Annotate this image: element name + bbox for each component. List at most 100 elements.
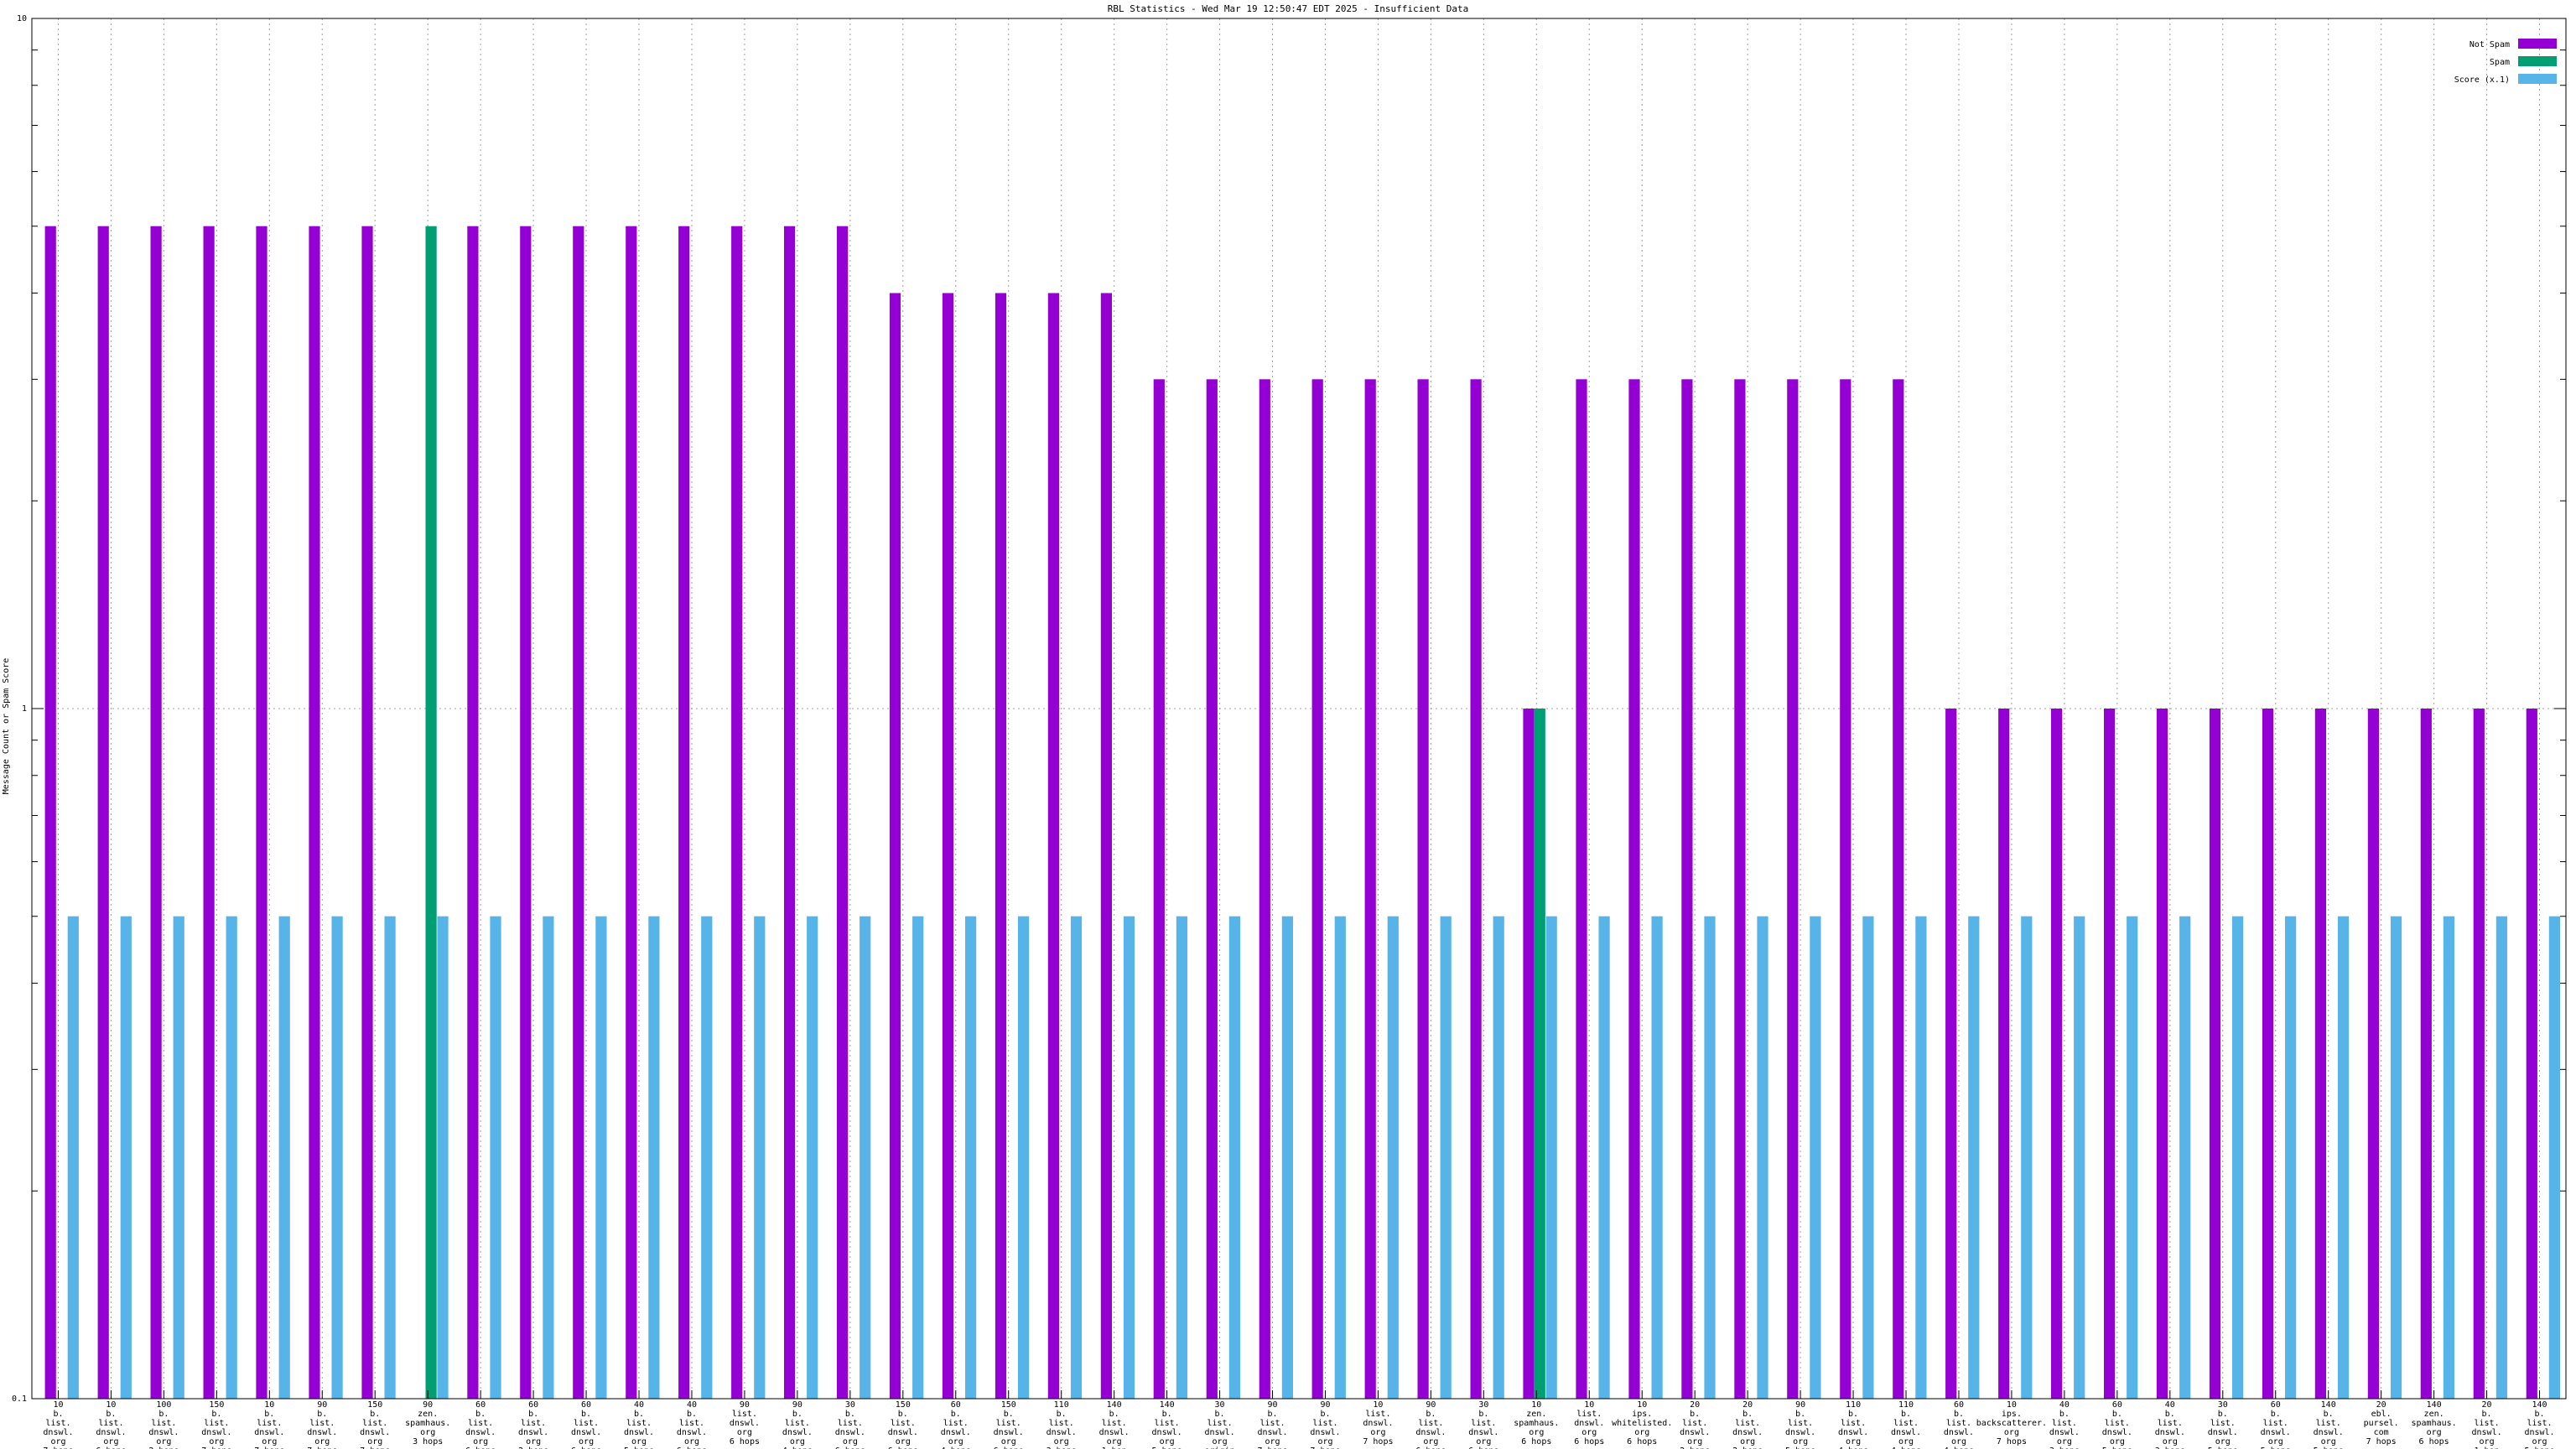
x-tick-label-line: 30 (845, 1400, 855, 1410)
x-tick-label-line: 90 (740, 1400, 750, 1410)
legend: Not Spam Spam Score (x.1) (2454, 39, 2557, 85)
x-tick-label-line: org (2057, 1437, 2072, 1446)
x-tick-label-line: b. (106, 1410, 116, 1419)
x-tick-label-line: org (579, 1437, 594, 1446)
bar-score (1387, 916, 1399, 1399)
bar-not-spam (2420, 709, 2432, 1399)
x-tick-label-line: list. (1735, 1419, 1760, 1428)
x-tick-label-line: 6 hops (677, 1446, 707, 1449)
x-tick-label-line: list. (996, 1419, 1021, 1428)
x-tick-label-line: b. (1848, 1410, 1858, 1419)
x-tick-label-line: 40 (687, 1400, 697, 1410)
x-tick-label-line: 140 (1107, 1400, 1122, 1410)
bar-score (2496, 916, 2507, 1399)
x-tick-label-line: list. (2052, 1419, 2077, 1428)
x-tick-label-line: dnswl. (677, 1428, 707, 1437)
x-tick-label-line: 20 (2376, 1400, 2386, 1410)
bar-score (226, 916, 237, 1399)
x-tick-label-line: 5 hops (2524, 1446, 2554, 1449)
x-tick-label-line: list. (1365, 1410, 1390, 1419)
x-tick-label-line: zen. (1526, 1410, 1546, 1419)
x-tick-label-line: org (1054, 1437, 1069, 1446)
x-tick-label-line: org (790, 1437, 805, 1446)
x-tick-label-line: b. (1057, 1410, 1067, 1419)
x-tick-label-line: b. (211, 1410, 221, 1419)
bar-score (278, 916, 290, 1399)
x-tick-label-line: list. (1576, 1410, 1602, 1419)
x-tick-label-line: 40 (2165, 1400, 2175, 1410)
x-tick-label-line: dnswl. (1468, 1428, 1498, 1437)
x-tick-label-line: org (843, 1437, 858, 1446)
x-tick-label-line: b. (317, 1410, 327, 1419)
bar-score (648, 916, 660, 1399)
bar-score (1228, 916, 1240, 1399)
x-tick-label-line: 90 (423, 1400, 433, 1410)
bar-not-spam (1628, 379, 1640, 1399)
x-tick-label-line: dnswl. (2155, 1428, 2185, 1437)
x-tick-label-line: 5 hops (624, 1446, 654, 1449)
x-tick-label-line: list. (1049, 1419, 1074, 1428)
x-tick-label-line: b. (1690, 1410, 1700, 1419)
x-tick-label-line: org (1160, 1437, 1175, 1446)
x-tick-label-line: 5 hops (1785, 1446, 1815, 1449)
x-tick-label-line: spamhaus. (2412, 1419, 2457, 1428)
bar-not-spam (2051, 709, 2063, 1399)
x-tick-label-line: 10 (1637, 1400, 1647, 1410)
x-tick-label-line: org (1476, 1437, 1491, 1446)
bars-group (44, 226, 2560, 1400)
x-tick-label-line: org (1107, 1437, 1122, 1446)
x-tick-label-line: 5 hops (1152, 1446, 1182, 1449)
bar-score (2443, 916, 2454, 1399)
bar-score (1915, 916, 1927, 1399)
x-tick-label-line: dnswl. (2314, 1428, 2344, 1437)
x-tick-label-line: 10 (1584, 1400, 1594, 1410)
x-tick-label-line: 140 (2321, 1400, 2336, 1410)
x-tick-label-line: b. (792, 1410, 802, 1419)
x-tick-label-line: 110 (1846, 1400, 1861, 1410)
x-tick-label-line: 6 hops (1521, 1437, 1551, 1446)
x-tick-label-line: dnswl. (201, 1428, 231, 1437)
x-tick-label-line: b. (2112, 1410, 2122, 1419)
x-tick-label-line: 6 hops (1415, 1446, 1446, 1449)
x-tick-label-line: list. (1946, 1419, 1971, 1428)
x-tick-label-line: dnswl. (624, 1428, 654, 1437)
x-tick-label-line: 30 (1478, 1400, 1488, 1410)
x-tick-label-line: 90 (1320, 1400, 1330, 1410)
x-tick-label-line: dnswl. (1310, 1428, 1340, 1437)
x-tick-label-line: 5 hops (2314, 1446, 2344, 1449)
x-tick-label-line: org (2163, 1437, 2178, 1446)
x-tick-label-line: list. (1893, 1419, 1919, 1428)
bar-not-spam (626, 226, 637, 1400)
x-tick-label-line: 40 (634, 1400, 644, 1410)
x-tick-label-line: list. (1155, 1419, 1180, 1428)
bar-not-spam (2209, 709, 2221, 1399)
x-tick-label-line: 6 hops (730, 1437, 760, 1446)
bar-not-spam (1734, 379, 1746, 1399)
x-tick-label-line: org (1265, 1437, 1280, 1446)
x-tick-label-line: list. (732, 1410, 757, 1419)
x-tick-label-line: dnswl. (307, 1428, 337, 1437)
x-tick-label-line: org (473, 1437, 488, 1446)
x-tick-label-line: b. (1426, 1410, 1436, 1419)
x-tick-label-line: org (156, 1437, 171, 1446)
x-tick-label-line: 40 (2059, 1400, 2070, 1410)
x-tick-label-line: b. (1478, 1410, 1488, 1419)
x-tick-label-line: 20 (2482, 1400, 2492, 1410)
x-tick-label-line: list. (2316, 1419, 2341, 1428)
x-tick-label-line: 60 (528, 1400, 538, 1410)
x-tick-label-line: b. (2482, 1410, 2492, 1419)
x-tick-label-line: org (684, 1437, 699, 1446)
x-tick-label-line: org (1898, 1437, 1914, 1446)
x-tick-label-line: dnswl. (518, 1428, 548, 1437)
x-tick-label-line: list. (1208, 1419, 1233, 1428)
